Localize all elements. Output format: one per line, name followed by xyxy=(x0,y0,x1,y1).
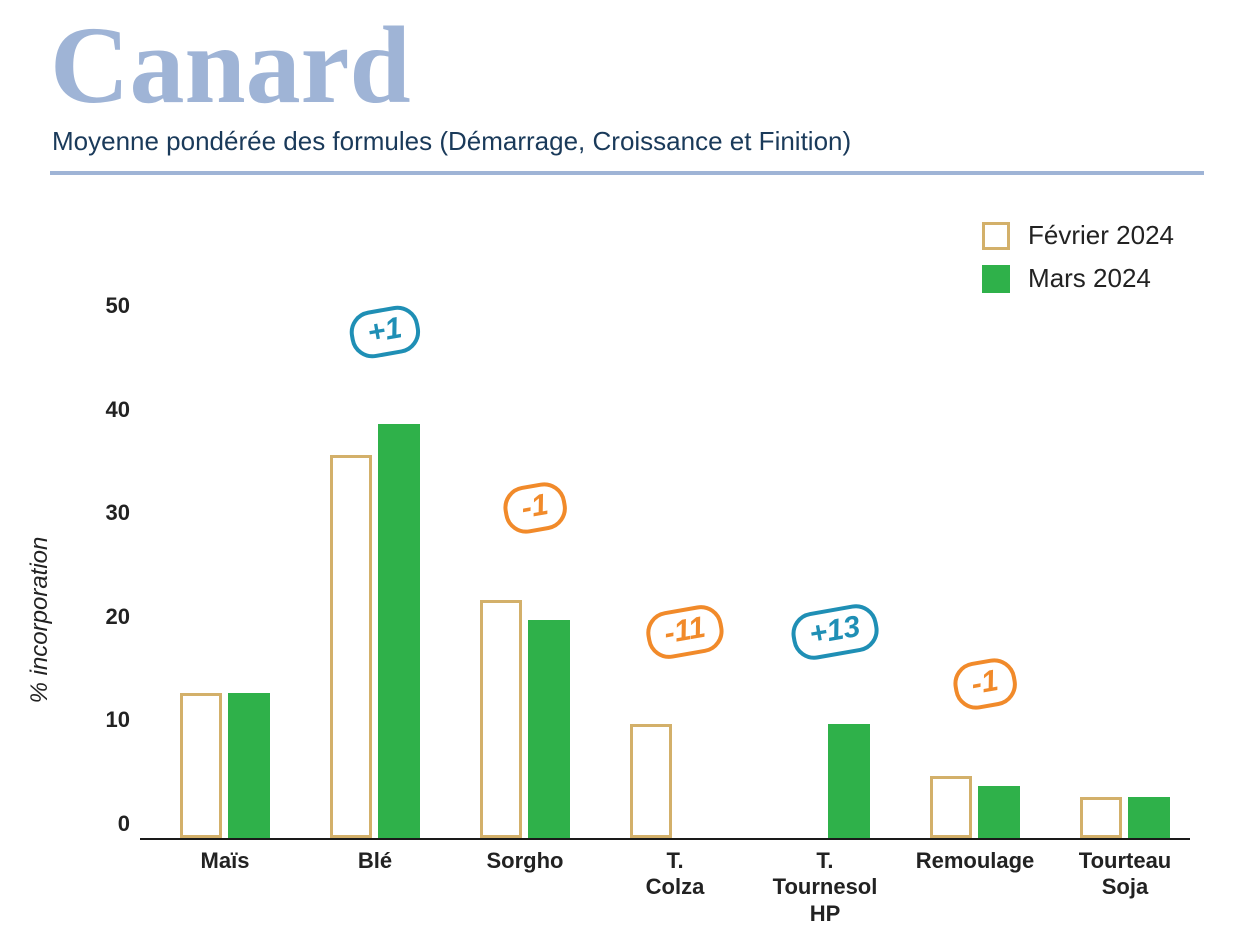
header-underline xyxy=(50,171,1204,175)
delta-badge: +13 xyxy=(788,601,882,663)
y-axis-label: % incorporation xyxy=(26,537,54,704)
category-label: Maïs xyxy=(201,848,250,874)
bars-layer: MaïsBlé+1Sorgho-1T. Colza-11T. Tournesol… xyxy=(140,320,1190,838)
y-tick-label: 40 xyxy=(86,397,130,423)
category-label: Blé xyxy=(358,848,392,874)
category-label: Sorgho xyxy=(487,848,564,874)
page: Canard Moyenne pondérée des formules (Dé… xyxy=(0,0,1244,952)
page-subtitle: Moyenne pondérée des formules (Démarrage… xyxy=(52,126,1204,157)
bar-chart: % incorporation MaïsBlé+1Sorgho-1T. Colz… xyxy=(50,320,1200,920)
plot-area: MaïsBlé+1Sorgho-1T. Colza-11T. Tournesol… xyxy=(140,320,1190,840)
page-title: Canard xyxy=(50,10,1204,120)
y-tick-label: 50 xyxy=(86,293,130,319)
legend-item: Mars 2024 xyxy=(982,263,1174,294)
category-label: Remoulage xyxy=(916,848,1035,874)
bar-mar xyxy=(828,724,870,838)
y-tick-label: 10 xyxy=(86,707,130,733)
bar-feb xyxy=(630,724,672,838)
category-label: Tourteau Soja xyxy=(1079,848,1171,901)
legend-swatch-fill xyxy=(982,265,1010,293)
bar-mar xyxy=(528,620,570,838)
bar-feb xyxy=(480,600,522,838)
bar-feb xyxy=(330,455,372,838)
legend-item: Février 2024 xyxy=(982,220,1174,251)
bar-feb xyxy=(1080,797,1122,838)
bar-mar xyxy=(1128,797,1170,838)
legend-label: Mars 2024 xyxy=(1028,263,1151,294)
bar-mar xyxy=(228,693,270,838)
y-tick-label: 20 xyxy=(86,604,130,630)
y-tick-label: 30 xyxy=(86,500,130,526)
delta-badge: +1 xyxy=(346,302,423,361)
legend-swatch-outline xyxy=(982,222,1010,250)
category-label: T. Colza xyxy=(643,848,708,901)
category-label: T. Tournesol HP xyxy=(773,848,878,927)
bar-feb xyxy=(930,776,972,838)
bar-mar xyxy=(378,424,420,838)
legend-label: Février 2024 xyxy=(1028,220,1174,251)
delta-badge: -1 xyxy=(950,655,1020,713)
bar-mar xyxy=(978,786,1020,838)
chart-legend: Février 2024 Mars 2024 xyxy=(982,220,1174,294)
bar-feb xyxy=(180,693,222,838)
delta-badge: -1 xyxy=(500,479,570,537)
delta-badge: -11 xyxy=(643,602,727,663)
x-axis-line xyxy=(140,838,1190,840)
y-tick-label: 0 xyxy=(86,811,130,837)
